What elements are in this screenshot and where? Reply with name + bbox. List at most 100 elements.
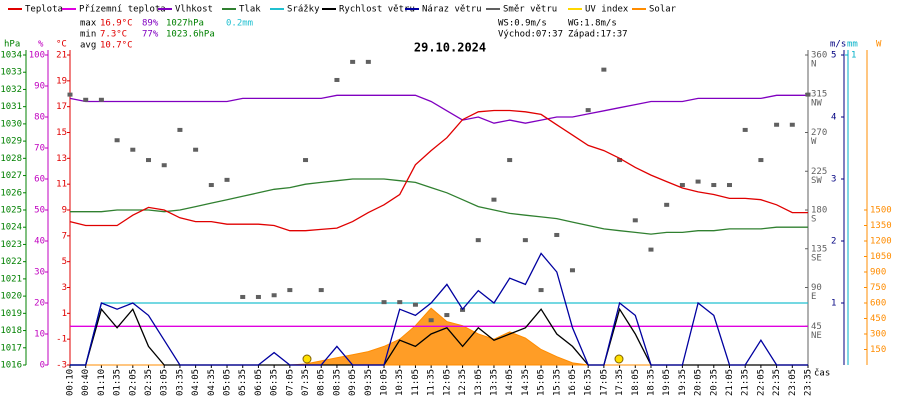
y-tick-label: 20 — [34, 299, 45, 309]
y-tick-label: 4 — [831, 113, 836, 123]
legend-label: Směr větru — [503, 5, 557, 15]
legend-label: Teplota — [25, 5, 63, 15]
series-line — [70, 302, 808, 366]
x-tick-label: 16:35 — [584, 369, 594, 396]
y-tick-label: 17 — [56, 102, 67, 112]
direction-point — [695, 179, 701, 184]
x-tick-label: 11:35 — [427, 369, 437, 396]
y-tick-name: SE — [811, 253, 822, 263]
x-tick-label: 01:35 — [113, 369, 123, 396]
x-tick-label: 14:35 — [521, 369, 531, 396]
y-tick-label: 300 — [870, 330, 886, 340]
y-tick-label: 1 — [831, 299, 836, 309]
x-tick-label: 19:35 — [678, 369, 688, 396]
y-tick-name: NE — [811, 331, 822, 341]
x-tick-label: 00:10 — [66, 369, 76, 396]
legend-label: Vlhkost — [175, 5, 213, 15]
x-tick-label: 02:35 — [144, 369, 154, 396]
direction-point — [255, 294, 261, 299]
y-tick-label: 225 — [811, 167, 827, 177]
y-tick-label: 1019 — [0, 309, 22, 319]
x-tick-label: 16:05 — [568, 369, 578, 396]
x-tick-label: 17:05 — [599, 369, 609, 396]
series-area — [70, 307, 808, 366]
y-tick-label: 0 — [40, 361, 45, 371]
x-tick-label: 14:05 — [505, 369, 515, 396]
y-tick-label: 80 — [34, 113, 45, 123]
x-tick-label: 06:05 — [254, 369, 264, 396]
legend-label: Tlak — [239, 5, 261, 15]
x-tick-label: 00:40 — [81, 369, 91, 396]
direction-point — [569, 268, 575, 273]
direction-point — [334, 77, 340, 82]
direction-point — [664, 202, 670, 207]
y-tick-name: N — [811, 60, 816, 70]
direction-point — [83, 97, 89, 102]
direction-point — [98, 97, 104, 102]
y-tick-label: 1023 — [0, 240, 22, 250]
direction-point — [303, 158, 309, 163]
x-tick-label: 01:10 — [97, 369, 107, 396]
direction-point — [412, 302, 418, 307]
direction-point — [491, 197, 497, 202]
direction-point — [774, 122, 780, 127]
sun-time: Západ:17:37 — [568, 30, 628, 40]
direction-point — [538, 288, 544, 293]
direction-point — [287, 288, 293, 293]
y-tick-label: 90 — [34, 82, 45, 92]
series-line — [69, 109, 808, 232]
x-tick-label: 20:35 — [709, 369, 719, 396]
direction-point — [475, 238, 481, 243]
y-tick-label: 5 — [62, 257, 67, 267]
direction-point — [805, 92, 811, 97]
legend-label: UV index — [585, 5, 629, 15]
x-tick-label: 15:35 — [552, 369, 562, 396]
x-tick-label: 06:35 — [270, 369, 280, 396]
y-tick-label: 2 — [831, 237, 836, 247]
x-tick-label: 10:05 — [380, 369, 390, 396]
direction-point — [318, 288, 324, 293]
legend-label: Přízemní teplota — [79, 5, 166, 15]
legend-label: Náraz větru — [422, 5, 482, 15]
y-tick-label: -1 — [56, 335, 67, 345]
y-tick-label: 135 — [811, 244, 827, 254]
direction-point — [726, 183, 732, 188]
stat-value: 7.3°C — [100, 30, 127, 40]
sun-marker — [302, 354, 312, 364]
y-tick-label: 100 — [29, 51, 45, 61]
y-tick-label: 1 — [851, 51, 856, 61]
direction-point — [193, 147, 199, 152]
y-tick-label: 50 — [34, 206, 45, 216]
direction-point — [350, 59, 356, 64]
y-tick-label: 1027 — [0, 171, 22, 181]
axis-title: % — [38, 40, 44, 50]
x-tick-label: 12:35 — [458, 369, 468, 396]
direction-point — [397, 300, 403, 305]
y-tick-label: 13 — [56, 154, 67, 164]
x-tick-label: 11:05 — [411, 369, 421, 396]
stat-label: min — [80, 30, 96, 40]
x-tick-label: 07:35 — [301, 369, 311, 396]
y-tick-label: 750 — [870, 283, 886, 293]
y-tick-label: 1 — [62, 309, 67, 319]
x-tick-label: 15:05 — [537, 369, 547, 396]
x-tick-label: 23:05 — [788, 369, 798, 396]
y-tick-label: 60 — [34, 175, 45, 185]
x-tick-label: 23:35 — [804, 369, 814, 396]
direction-point — [381, 300, 387, 305]
stat-value: 16.9°C — [100, 19, 133, 29]
y-tick-label: 5 — [831, 51, 836, 61]
y-tick-label: 1200 — [870, 237, 892, 247]
x-tick-label: 19:05 — [662, 369, 672, 396]
y-tick-label: 1021 — [0, 274, 22, 284]
y-tick-label: 1350 — [870, 221, 892, 231]
y-tick-label: 70 — [34, 144, 45, 154]
x-tick-label: 04:05 — [191, 369, 201, 396]
stat-label: avg — [80, 41, 96, 51]
x-tick-label: 18:05 — [631, 369, 641, 396]
y-tick-label: 1020 — [0, 292, 22, 302]
x-tick-label: 10:35 — [395, 369, 405, 396]
stat-label: max — [80, 19, 97, 29]
axis-title: °C — [56, 40, 67, 50]
